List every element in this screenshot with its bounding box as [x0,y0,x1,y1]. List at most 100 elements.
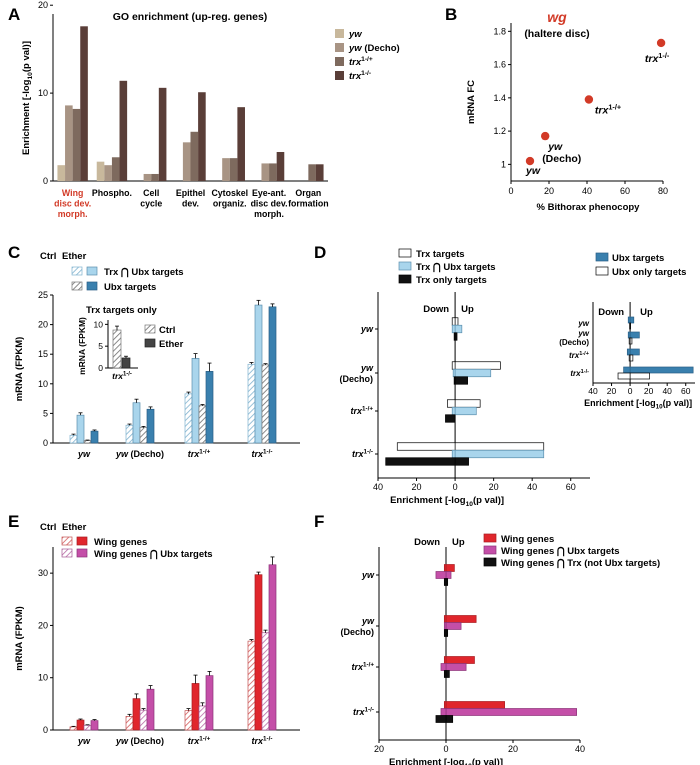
inset-legend-label: Ubx targets [612,253,664,264]
category-label: trx1-/+ [350,405,373,416]
bar [190,131,199,181]
y-tick-label: 1.8 [493,26,506,36]
bar [184,710,193,731]
category-label: trx1-/+ [188,735,211,746]
bar [229,158,238,181]
bar [453,376,456,385]
inset-chart: Trx targets only 0 5 10 mRNA (FPKM) trx1-/- Ct… [77,305,184,381]
x-tick-label: 60 [566,482,576,492]
panel-letter-e: E [8,512,19,531]
legend-label: trx1-/- [349,70,371,82]
bar [96,161,105,181]
chart-title: wg [547,9,567,25]
inset-category-label: yw [577,319,589,328]
category-label-line2: (Decho) [341,627,375,637]
bar [269,163,277,181]
inset-bar [112,329,122,369]
error-bar [127,423,132,426]
legend-label: yw [348,29,362,40]
error-bar [200,404,205,406]
bar [119,80,128,181]
error-bar [71,433,76,436]
category-label: trx1-/+ [351,661,374,672]
legend-swatch [335,57,344,66]
inset-error-bar [115,325,119,331]
bar [435,571,447,579]
legend-swatch [398,274,412,284]
category-label-line2: (Decho) [340,374,374,384]
bar [451,449,456,459]
bar [276,151,285,181]
bar [132,402,141,444]
bar [453,332,456,341]
legend-swatch [76,536,88,546]
y-tick-label: 20 [38,320,48,330]
error-bar [263,629,268,633]
category-label: Phospho. [92,188,132,198]
bar [76,414,85,444]
inset-y-tick-label: 5 [98,341,103,351]
y-tick-label: 20 [38,0,48,10]
y-tick-label: 10 [38,88,48,98]
bar [83,440,92,444]
bar [90,720,99,731]
bar [445,615,477,623]
bar [443,578,447,586]
bar [445,656,475,664]
y-tick-label: 1.6 [493,60,506,70]
point-label: yw [547,141,563,153]
error-bar [200,702,205,706]
category-label: yw [360,324,374,334]
category-label: trx1-/- [252,735,273,746]
legend-swatch [398,261,412,271]
inset-legend-swatch [595,266,609,276]
legend-swatch [335,43,344,52]
bar [385,457,456,466]
legend-header-ctrl: Ctrl [40,522,56,533]
category-label: trx1-/- [353,706,374,717]
inset-chart: 40 20 0 20 40 60 Enrichment [-log10(p val)] Dow… [559,252,695,411]
bar [451,361,456,370]
x-tick-label: 20 [544,186,554,196]
inset-legend-swatch [144,324,156,334]
bar [254,304,263,444]
panel-e-wing-genes-bar-chart: E 0 10 20 30 mRNA (FPKM) yw yw (Decho) trx1-/+ tr… [8,512,300,746]
category-label: Cytoskel [211,188,248,198]
error-bar [78,718,83,721]
x-tick-label: 40 [575,744,585,754]
y-tick-label: 30 [38,568,48,578]
error-bar [127,713,132,717]
legend-label: Wing genes ⋂ Ubx targets [94,549,213,560]
inset-category-label: trx1-/- [570,369,589,378]
inset-y-axis-title: mRNA (FPKM) [77,317,87,375]
bar [205,675,214,731]
error-bar [207,671,212,676]
error-bar [78,412,83,416]
bar [308,164,316,181]
category-label: yw [361,616,375,626]
legend-swatch [76,548,88,558]
bar [443,701,447,709]
bar [445,708,577,716]
inset-y-tick-label: 10 [94,319,104,329]
legend-label: Wing genes ⋂ Ubx targets [501,546,620,557]
bar [146,408,155,444]
y-axis-title: Enrichment [-log10(p val)] [21,41,34,155]
data-point [525,156,535,166]
legend-label: Wing genes [501,534,554,545]
y-axis-title: mRNA (FPKM) [14,606,25,671]
bar [80,26,88,181]
bar [454,361,501,370]
bar [443,670,447,678]
x-tick-label: 20 [508,744,518,754]
bar [454,406,477,416]
category-label: yw [361,570,375,580]
error-bar [256,299,261,306]
bar [182,142,191,181]
x-tick-label: 80 [658,186,668,196]
panel-letter-a: A [8,5,20,24]
y-tick-label: 15 [38,349,48,359]
bar [198,705,207,731]
legend-swatch [335,71,344,80]
category-label: yw (Decho) [115,449,164,459]
